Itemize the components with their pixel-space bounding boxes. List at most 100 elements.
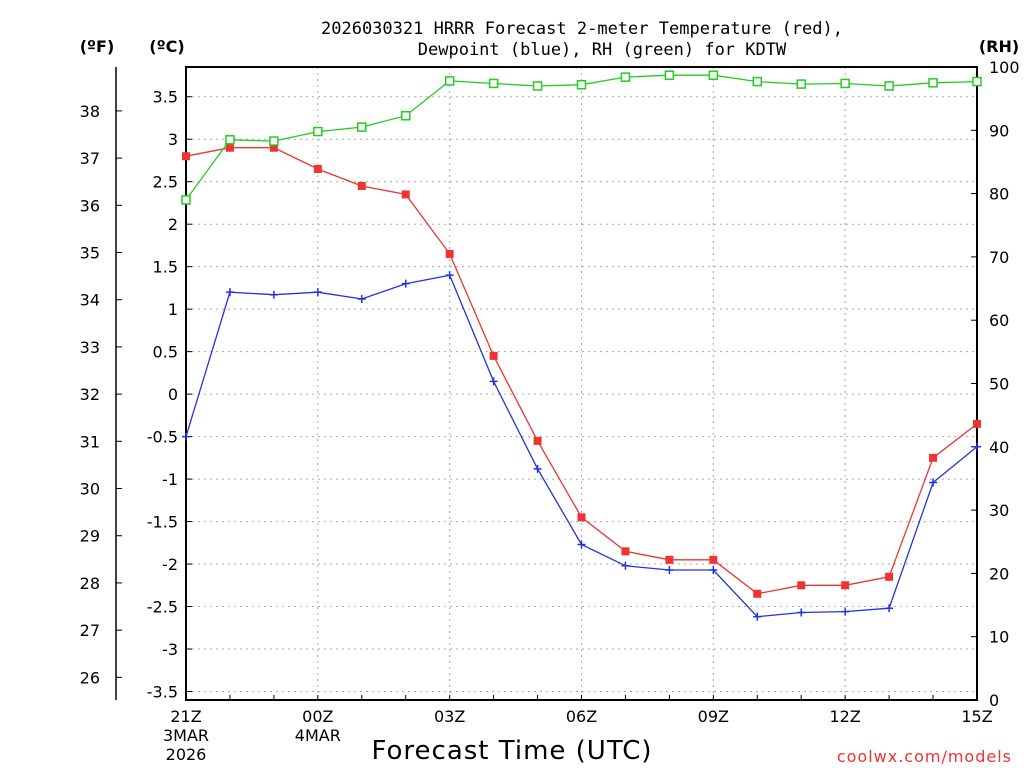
dewpoint-point	[489, 377, 498, 386]
x-tick-label: 00Z	[302, 707, 333, 726]
c-tick-label: 0.5	[153, 343, 178, 362]
x-tick-year: 2026	[166, 745, 207, 764]
credit-text: coolwx.com/models	[837, 747, 1012, 766]
chart-title-line1: 2026030321 HRRR Forecast 2-meter Tempera…	[321, 19, 843, 39]
temperature-point	[885, 572, 894, 581]
dewpoint-point	[445, 271, 454, 280]
rh-point	[576, 79, 587, 90]
c-tick-label: -2.5	[147, 598, 178, 617]
rh-point	[181, 195, 191, 205]
f-tick-label: 26	[80, 668, 100, 687]
temperature-point	[577, 513, 586, 522]
c-tick-label: 0	[168, 385, 178, 404]
dewpoint-point	[357, 294, 366, 303]
temperature-point	[841, 581, 850, 590]
x-tick-label: 09Z	[698, 707, 729, 726]
c-tick-label: -1	[162, 470, 178, 489]
c-tick-label: -3	[162, 640, 178, 659]
c-tick-label: 1	[168, 300, 178, 319]
dewpoint-point	[533, 464, 542, 473]
x-tick-label: 21Z	[170, 707, 201, 726]
f-tick-label: 28	[80, 574, 100, 593]
f-tick-label: 38	[80, 102, 100, 121]
temperature-point	[533, 436, 542, 445]
data-series	[181, 70, 982, 621]
c-tick-label: 2.5	[153, 173, 178, 192]
temperature-point	[313, 164, 322, 173]
rh-point	[444, 76, 455, 86]
rh-point	[708, 70, 719, 80]
c-tick-label: 3	[168, 130, 178, 149]
dewpoint-point	[269, 290, 278, 299]
rh-tick-label: 30	[989, 501, 1009, 520]
x-tick-label: 06Z	[566, 707, 597, 726]
temperature-line	[185, 147, 978, 595]
rh-unit-label: (RH)	[979, 37, 1019, 56]
dewpoint-point	[885, 604, 894, 613]
dewpoint-point	[401, 279, 410, 288]
rh-point	[269, 136, 279, 146]
rh-tick-label: 10	[989, 628, 1009, 647]
x-axis-title: Forecast Time (UTC)	[371, 736, 652, 766]
temperature-point	[182, 152, 190, 161]
c-tick-label: 1.5	[153, 258, 178, 277]
dewpoint-point	[313, 288, 322, 297]
c-tick-label: -3.5	[147, 683, 178, 702]
c-tick-label: 3.5	[153, 88, 178, 107]
x-tick-date: 4MAR	[295, 726, 341, 745]
dewpoint-point	[182, 432, 190, 441]
f-tick-label: 31	[80, 432, 100, 451]
c-tick-label: 2	[168, 215, 178, 234]
plot-frame	[185, 66, 978, 701]
fahrenheit-unit-label: (ºF)	[80, 37, 115, 56]
dewpoint-point	[621, 561, 630, 570]
rh-tick-label: 100	[989, 58, 1020, 77]
temperature-point	[929, 453, 938, 462]
temperature-point	[621, 547, 630, 556]
rh-point	[400, 110, 411, 121]
rh-point	[225, 135, 235, 145]
temperature-point	[973, 419, 981, 428]
celsius-unit-label: (ºC)	[149, 37, 184, 56]
f-tick-label: 27	[80, 621, 100, 640]
dewpoint-point	[973, 442, 981, 451]
dewpoint-point	[841, 607, 850, 616]
dewpoint-point	[665, 566, 674, 575]
x-tick-date: 3MAR	[163, 726, 209, 745]
rh-tick-label: 90	[989, 121, 1009, 140]
x-tick-label: 15Z	[961, 707, 992, 726]
rh-point	[664, 70, 675, 80]
f-tick-label: 32	[80, 385, 100, 404]
rh-tick-label: 60	[989, 311, 1009, 330]
f-tick-label: 34	[80, 291, 100, 310]
rh-point	[620, 72, 631, 82]
c-tick-label: -0.5	[147, 428, 178, 447]
f-tick-label: 36	[80, 196, 100, 215]
temperature-point	[225, 143, 234, 152]
temperature-point	[753, 589, 762, 598]
temperature-point	[269, 143, 278, 152]
dewpoint-point	[797, 608, 806, 617]
dewpoint-point	[709, 566, 718, 575]
dewpoint-point	[225, 288, 234, 297]
temperature-point	[489, 351, 498, 360]
temperature-point	[709, 555, 718, 564]
rh-point	[928, 78, 938, 88]
axes: -3.5 -3 -2.5 -2 -1.5 -1 -0.5 0 0.5 1 1.5 2 2.5 3 3.5 26…	[80, 58, 1020, 764]
temperature-point	[797, 581, 806, 590]
temperature-point	[665, 555, 674, 564]
rh-point	[752, 76, 763, 87]
f-tick-label: 33	[80, 338, 100, 357]
rh-tick-label: 80	[989, 185, 1009, 204]
temperature-point	[357, 181, 366, 190]
dewpoint-point	[577, 540, 586, 549]
rh-point	[884, 81, 894, 91]
f-tick-label: 37	[80, 149, 100, 168]
rh-tick-label: 20	[989, 564, 1009, 583]
rh-point	[796, 79, 806, 89]
rh-point	[313, 126, 323, 137]
f-tick-label: 30	[80, 480, 100, 499]
c-tick-label: -1.5	[147, 513, 178, 532]
rh-tick-label: 50	[989, 375, 1009, 394]
